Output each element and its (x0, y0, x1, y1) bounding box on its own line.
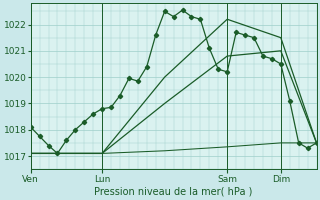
X-axis label: Pression niveau de la mer( hPa ): Pression niveau de la mer( hPa ) (94, 187, 253, 197)
